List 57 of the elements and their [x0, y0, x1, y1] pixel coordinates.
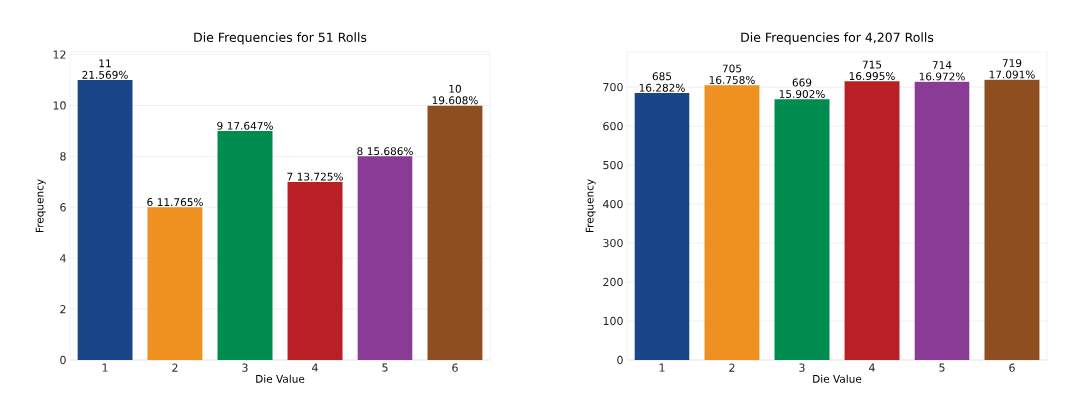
x-tick-label: 1	[102, 363, 108, 372]
y-tick-label: 4	[60, 254, 66, 263]
data-label: 7 13.725%	[287, 172, 343, 181]
bar	[704, 85, 760, 360]
y-tick-label: 200	[603, 277, 623, 287]
y-axis-title: Frequency	[585, 179, 596, 233]
chart-title: Die Frequencies for 51 Rolls	[194, 32, 367, 45]
data-label: 715 16.995%	[849, 60, 895, 81]
y-tick-label: 700	[603, 82, 623, 92]
x-tick-label: 5	[382, 363, 388, 372]
bar	[147, 207, 203, 360]
data-label: 714 16.972%	[919, 61, 965, 81]
y-tick-label: 300	[603, 238, 623, 248]
bar	[287, 181, 343, 360]
data-label: 669 15.902%	[779, 78, 825, 98]
bar	[427, 105, 483, 360]
bar	[844, 81, 900, 360]
y-tick-label: 500	[603, 160, 623, 170]
data-label: 6 11.765%	[147, 198, 203, 207]
y-tick-label: 8	[60, 152, 66, 161]
x-tick-label: 4	[869, 363, 875, 372]
x-tick-label: 2	[729, 363, 735, 372]
x-tick-label: 3	[242, 363, 248, 372]
x-tick-label: 1	[659, 363, 665, 372]
data-label: 705 16.758%	[709, 64, 755, 84]
y-tick-label: 600	[603, 121, 623, 131]
x-axis-title: Die Value	[256, 374, 305, 383]
data-label: 719 17.091%	[989, 59, 1035, 79]
x-tick-label: 6	[1009, 363, 1015, 372]
data-label: 11 21.569%	[82, 59, 128, 79]
x-tick-label: 3	[799, 363, 805, 372]
x-tick-label: 5	[939, 363, 945, 372]
x-tick-label: 6	[452, 363, 458, 372]
y-axis-title: Frequency	[35, 179, 46, 233]
y-tick-label: 0	[60, 355, 66, 365]
x-axis-title: Die Value	[813, 374, 862, 383]
bar	[77, 79, 133, 360]
y-tick-label: 6	[60, 203, 66, 212]
bar	[634, 92, 690, 360]
x-tick-label: 4	[312, 363, 318, 372]
chart-title: Die Frequencies for 4,207 Rolls	[741, 32, 934, 45]
bar	[984, 79, 1040, 360]
y-tick-label: 2	[60, 305, 66, 314]
y-tick-label: 400	[603, 199, 623, 209]
data-label: 685 16.282%	[639, 72, 685, 92]
bar	[357, 156, 413, 360]
y-tick-label: 100	[603, 316, 623, 326]
data-label: 8 15.686%	[357, 147, 413, 156]
y-tick-label: 12	[53, 50, 66, 59]
y-tick-label: 0	[617, 355, 623, 365]
bar	[774, 99, 830, 360]
data-label: 9 17.647%	[217, 121, 273, 130]
data-label: 10 19.608%	[432, 84, 478, 105]
bar	[217, 130, 273, 360]
bar	[914, 81, 970, 360]
x-tick-label: 2	[172, 363, 178, 372]
y-tick-label: 10	[53, 101, 66, 110]
